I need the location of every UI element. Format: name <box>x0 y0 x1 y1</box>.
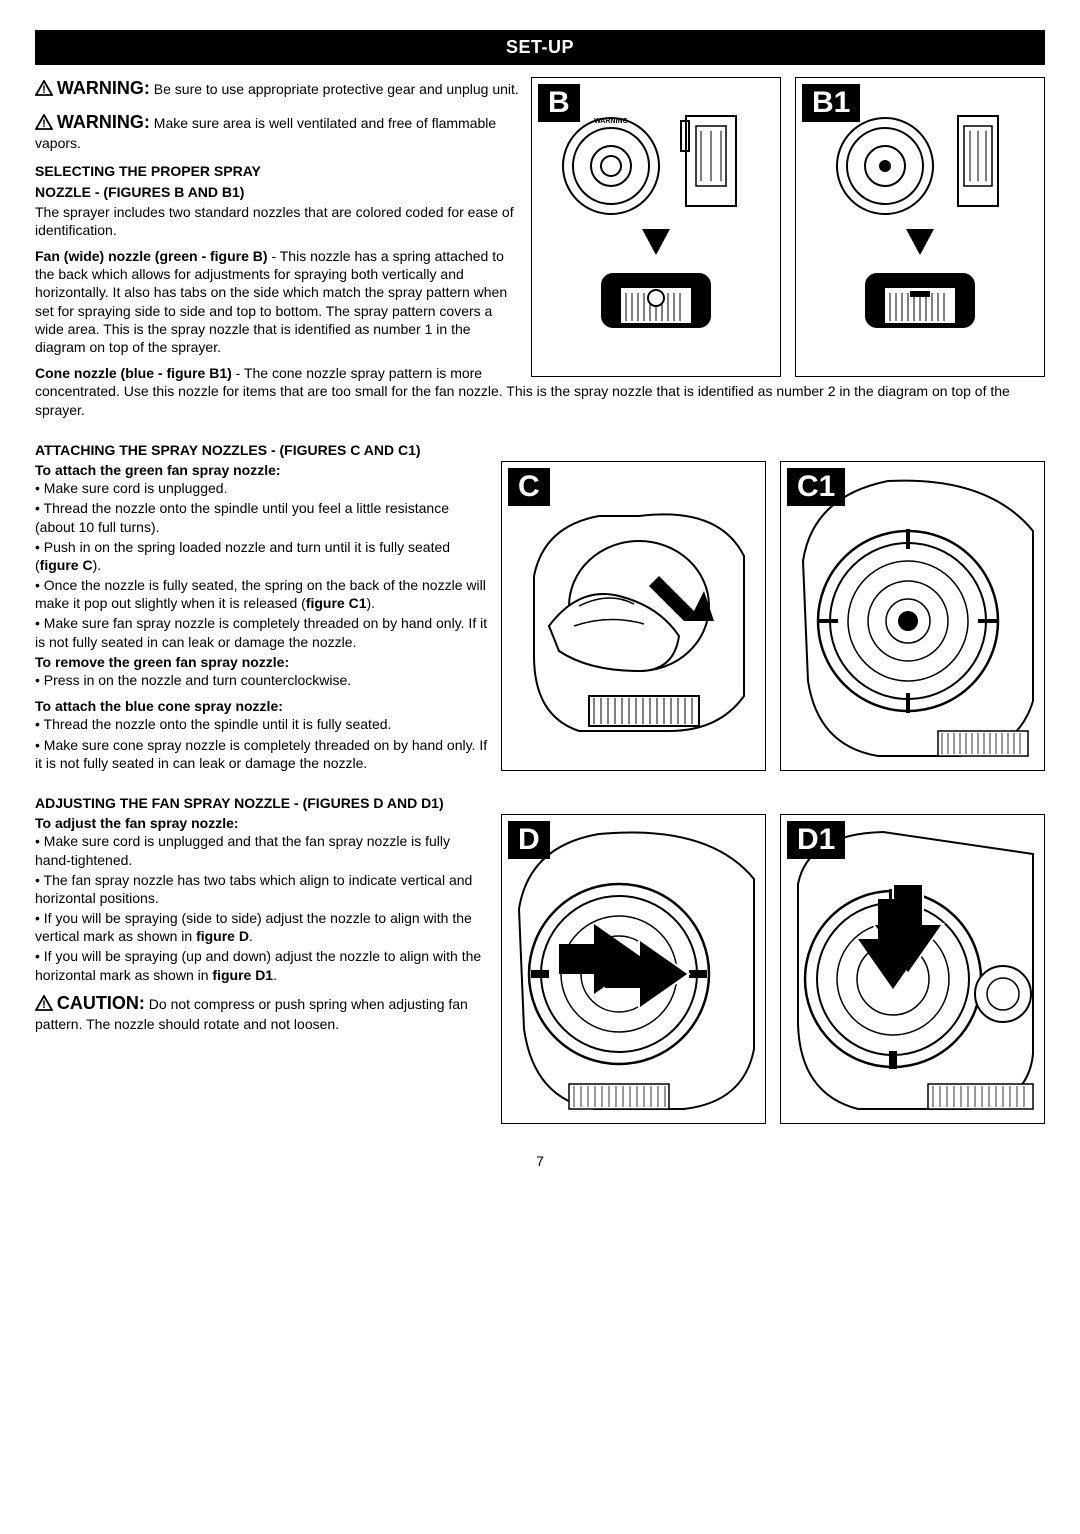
warning-label: WARNING: <box>57 78 150 98</box>
sprayer-front-icon <box>788 471 1038 761</box>
figure-c-label: C <box>508 468 550 506</box>
spray-gun-icon <box>860 263 980 343</box>
cone-bold: Cone nozzle (blue - figure B1) <box>35 365 232 381</box>
fan-bold: Fan (wide) nozzle (green - figure B) <box>35 248 268 264</box>
sprayer-arrow-left-icon <box>509 824 759 1114</box>
figure-b1-label: B1 <box>802 84 860 122</box>
figure-c: C <box>501 461 766 771</box>
caution-label: CAUTION: <box>57 993 145 1013</box>
figure-d1: D1 <box>780 814 1045 1124</box>
page-number: 7 <box>35 1152 1045 1170</box>
nozzle-top-icon <box>830 111 940 221</box>
hand-nozzle-icon <box>519 496 749 736</box>
arrow-down-icon <box>642 229 670 255</box>
figure-c1-label: C1 <box>787 468 845 506</box>
warning-icon: ! <box>35 80 53 96</box>
sprayer-arrow-down-icon <box>788 824 1038 1114</box>
svg-text:!: ! <box>42 999 46 1011</box>
section-attach: ATTACHING THE SPRAY NOZZLES - (FIGURES C… <box>35 441 1045 780</box>
warning-icon: ! <box>35 114 53 130</box>
warning-label: WARNING: <box>57 112 150 132</box>
section-select-nozzle: B WARNING <box>35 77 1045 426</box>
gun-side-icon <box>950 111 1010 221</box>
svg-text:!: ! <box>42 84 46 96</box>
warning-icon: ! <box>35 995 53 1011</box>
figure-b: B WARNING <box>531 77 781 377</box>
figures-d-d1: D <box>501 814 1045 1124</box>
heading-adjust: ADJUSTING THE FAN SPRAY NOZZLE - (FIGURE… <box>35 794 1045 812</box>
figure-d-label: D <box>508 821 550 859</box>
fan-rest: - This nozzle has a spring attached to t… <box>35 248 507 355</box>
svg-text:WARNING: WARNING <box>594 118 628 125</box>
figures-c-c1: C <box>501 461 1045 771</box>
svg-text:!: ! <box>42 118 46 130</box>
section-header: SET-UP <box>35 30 1045 65</box>
figure-b1: B1 <box>795 77 1045 377</box>
arrow-down-icon <box>906 229 934 255</box>
section-adjust: ADJUSTING THE FAN SPRAY NOZZLE - (FIGURE… <box>35 794 1045 1124</box>
figures-b-b1: B WARNING <box>531 77 1045 377</box>
figure-d1-label: D1 <box>787 821 845 859</box>
figure-c1: C1 <box>780 461 1045 771</box>
spray-gun-icon <box>596 263 716 343</box>
heading-attach: ATTACHING THE SPRAY NOZZLES - (FIGURES C… <box>35 441 1045 459</box>
figure-b-label: B <box>538 84 580 122</box>
figure-d: D <box>501 814 766 1124</box>
gun-side-icon <box>676 111 756 221</box>
warning-text: Be sure to use appropriate protective ge… <box>150 81 519 97</box>
nozzle-top-icon: WARNING <box>556 111 666 221</box>
